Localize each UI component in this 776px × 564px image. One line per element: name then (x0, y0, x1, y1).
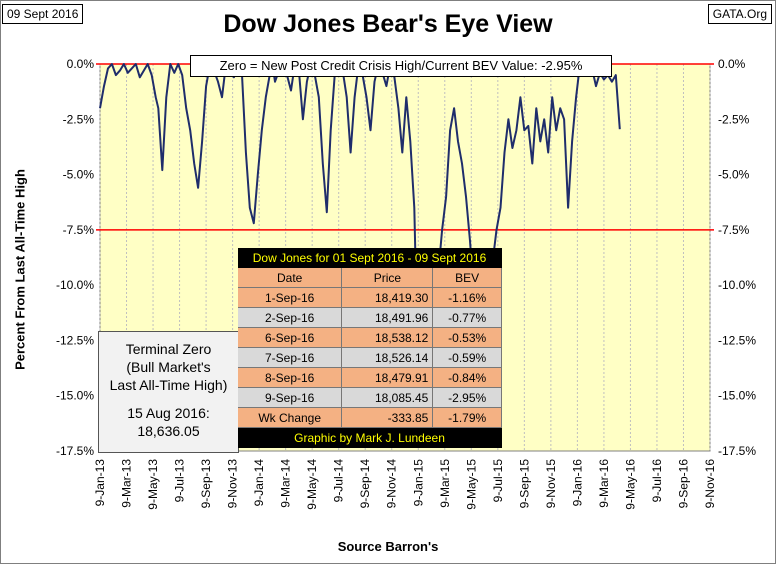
x-tick-label: 9-Nov-14 (385, 459, 399, 509)
y-tick-label-left: -7.5% (63, 223, 95, 237)
table-cell-bev: -0.59% (432, 347, 502, 368)
table-cell-bev: -0.84% (432, 367, 502, 388)
y-tick-label-right: -10.0% (718, 278, 756, 292)
table-cell-change-label: Wk Change (238, 407, 343, 428)
table-cell-date: 9-Sep-16 (238, 387, 343, 408)
table-row: 2-Sep-16 18,491.96 -0.77% (238, 307, 502, 328)
y-tick-label-left: -12.5% (56, 333, 94, 347)
brand-label: GATA.Org (707, 4, 772, 24)
chart-title: Dow Jones Bear's Eye View (223, 10, 553, 38)
x-tick-label: 9-May-15 (464, 459, 478, 510)
x-tick-label: 9-Jul-16 (650, 459, 664, 503)
y-tick-label-right: -7.5% (718, 223, 750, 237)
y-tick-label-right: -12.5% (718, 333, 756, 347)
x-tick-label: 9-Sep-15 (517, 459, 531, 509)
x-tick-label: 9-May-14 (305, 459, 319, 510)
table-cell-change-price: -333.85 (341, 407, 434, 428)
y-tick-label-left: -15.0% (56, 389, 94, 403)
table-cell-price: 18,538.12 (341, 327, 434, 348)
y-axis-label: Percent From Last All-Time High (12, 169, 28, 370)
x-tick-label: 9-Mar-14 (279, 459, 293, 508)
table-row: 9-Sep-16 18,085.45 -2.95% (238, 387, 502, 408)
x-tick-label: 9-Jan-15 (411, 459, 425, 507)
date-label: 09 Sept 2016 (2, 4, 84, 24)
table-header-price: Price (341, 267, 434, 288)
terminal-zero-line2: (Bull Market's (126, 359, 211, 375)
table-cell-date: 2-Sep-16 (238, 307, 343, 328)
x-tick-labels: 9-Jan-13 9-Mar-13 9-May-13 9-Jul-13 9-Sep-13… (93, 459, 717, 510)
table-cell-price: 18,479.91 (341, 367, 434, 388)
y-tick-label-right: -17.5% (718, 444, 756, 458)
x-tick-label: 9-Nov-16 (703, 459, 717, 509)
table-row: 1-Sep-16 18,419.30 -1.16% (238, 287, 502, 308)
table-cell-price: 18,419.30 (341, 287, 434, 308)
y-tick-label-right: -15.0% (718, 389, 756, 403)
terminal-zero-line3: Last All-Time High) (109, 377, 228, 393)
table-header-bev: BEV (432, 267, 502, 288)
x-tick-label: 9-Jan-16 (570, 459, 584, 507)
y-tick-label-left: -5.0% (63, 168, 95, 182)
y-tick-label-right: -2.5% (718, 112, 750, 126)
table-cell-change-bev: -1.79% (432, 407, 502, 428)
table-row: 8-Sep-16 18,479.91 -0.84% (238, 367, 502, 388)
terminal-zero-date: 15 Aug 2016: (127, 405, 210, 421)
x-tick-label: 9-Sep-13 (199, 459, 213, 509)
table-cell-date: 1-Sep-16 (238, 287, 343, 308)
table-cell-price: 18,491.96 (341, 307, 434, 328)
terminal-zero-box: Terminal Zero (Bull Market's Last All-Ti… (98, 331, 239, 453)
table-cell-bev: -2.95% (432, 387, 502, 408)
terminal-zero-line1: Terminal Zero (125, 341, 212, 357)
y-tick-labels-right: 0.0% -2.5% -5.0% -7.5% -10.0% -12.5% -15.0% -17… (718, 57, 756, 458)
weekly-table: Dow Jones for 01 Sept 2016 - 09 Sept 201… (238, 248, 502, 448)
table-cell-price: 18,085.45 (341, 387, 434, 408)
y-tick-labels-left: 0.0% -2.5% -5.0% -7.5% -10.0% -12.5% -15.0% -17… (56, 57, 94, 458)
table-cell-date: 8-Sep-16 (238, 367, 343, 388)
x-tick-label: 9-Jul-13 (173, 459, 187, 503)
table-row: 6-Sep-16 18,538.12 -0.53% (238, 327, 502, 348)
y-tick-label-left: -2.5% (63, 112, 95, 126)
table-header-date: Date (238, 267, 343, 288)
table-cell-bev: -0.53% (432, 327, 502, 348)
table-cell-date: 6-Sep-16 (238, 327, 343, 348)
x-axis-label: Source Barron's (337, 539, 439, 554)
table-footer: Graphic by Mark J. Lundeen (238, 427, 502, 448)
x-tick-label: 9-Jan-14 (252, 459, 266, 507)
x-tick-label: 9-Jan-13 (93, 459, 107, 507)
x-tick-label: 9-May-13 (146, 459, 160, 510)
table-row-change: Wk Change -333.85 -1.79% (238, 407, 502, 428)
zero-note: Zero = New Post Credit Crisis High/Curre… (190, 55, 612, 77)
table-cell-bev: -0.77% (432, 307, 502, 328)
y-tick-label-right: -5.0% (718, 168, 750, 182)
table-cell-bev: -1.16% (432, 287, 502, 308)
x-tick-label: 9-Sep-16 (676, 459, 690, 509)
y-tick-label-left: -10.0% (56, 278, 94, 292)
table-title: Dow Jones for 01 Sept 2016 - 09 Sept 201… (238, 248, 502, 268)
x-tick-label: 9-Mar-13 (120, 459, 134, 508)
x-tick-label: 9-May-16 (623, 459, 637, 510)
x-tick-label: 9-Nov-13 (226, 459, 240, 509)
x-tick-label: 9-Jul-15 (491, 459, 505, 503)
x-tick-label: 9-Sep-14 (358, 459, 372, 509)
y-tick-label-left: -17.5% (56, 444, 94, 458)
x-tick-label: 9-Mar-15 (438, 459, 452, 508)
x-tick-label: 9-Jul-14 (332, 459, 346, 503)
x-tick-label: 9-Nov-15 (544, 459, 558, 509)
y-tick-label-left: 0.0% (67, 57, 95, 71)
y-tick-label-right: 0.0% (718, 57, 746, 71)
table-cell-date: 7-Sep-16 (238, 347, 343, 368)
terminal-zero-value: 18,636.05 (137, 423, 200, 439)
x-tick-label: 9-Mar-16 (597, 459, 611, 508)
table-row: 7-Sep-16 18,526.14 -0.59% (238, 347, 502, 368)
table-cell-price: 18,526.14 (341, 347, 434, 368)
